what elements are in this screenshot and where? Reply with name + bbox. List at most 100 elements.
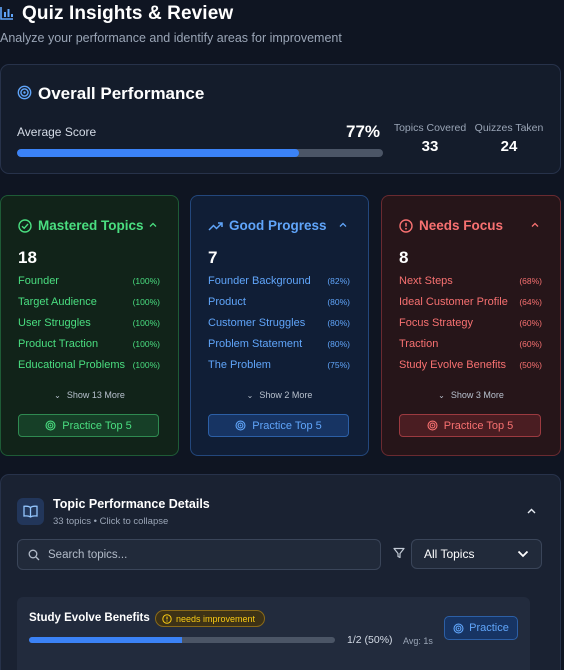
chevron-down-icon: ⌄ — [246, 391, 254, 400]
quizzes-taken-label: Quizzes Taken — [474, 122, 544, 134]
topic-progress-bar — [29, 637, 335, 643]
needs-focus-card: Needs Focus 8 Next Steps (68%) Ideal Cust… — [381, 195, 561, 456]
topic-percent: (82%) — [327, 276, 350, 286]
needs-focus-list: Next Steps (68%) Ideal Customer Profile (6… — [399, 275, 542, 380]
mastered-topics-card: Mastered Topics 18 Founder (100%) Target … — [0, 195, 179, 456]
topic-name: Product — [208, 296, 246, 308]
practice-button-label: Practice Top 5 — [443, 419, 514, 432]
practice-button-label: Practice Top 5 — [252, 419, 322, 432]
search-box[interactable] — [17, 539, 381, 570]
search-input[interactable] — [48, 548, 348, 561]
list-item: Ideal Customer Profile (64%) — [399, 296, 542, 317]
needs-focus-header[interactable]: Needs Focus — [399, 218, 503, 233]
table-row[interactable]: Study Evolve Benefits needs improvement … — [17, 597, 530, 670]
chevron-down-icon — [517, 550, 529, 558]
needs-focus-title: Needs Focus — [419, 218, 504, 233]
topic-percent: (100%) — [132, 276, 160, 286]
topic-name: Founder Background — [208, 275, 311, 287]
chevron-up-icon[interactable] — [148, 220, 158, 230]
mastered-topics-list: Founder (100%) Target Audience (100%) User… — [18, 275, 160, 380]
filter-icon — [393, 547, 405, 559]
list-item: Traction (60%) — [399, 338, 542, 359]
chevron-up-icon[interactable] — [526, 506, 537, 517]
good-progress-header[interactable]: Good Progress — [208, 218, 327, 233]
topic-name: Ideal Customer Profile — [399, 296, 508, 308]
chevron-down-icon: ⌄ — [438, 391, 445, 400]
good-progress-count: 7 — [208, 248, 218, 267]
topic-percent: (80%) — [327, 297, 350, 307]
topic-name: Target Audience — [18, 296, 97, 308]
mastered-topics-title: Mastered Topics — [38, 218, 144, 233]
list-item: Study Evolve Benefits (50%) — [399, 359, 542, 380]
average-score-label: Average Score — [17, 125, 97, 139]
list-item: Focus Strategy (60%) — [399, 317, 542, 338]
mastered-topics-count: 18 — [18, 248, 37, 267]
list-item: Product Traction (100%) — [18, 338, 160, 359]
show-more-button[interactable]: ⌄ Show 13 More — [1, 390, 178, 400]
good-progress-card: Good Progress 7 Founder Background (82%) … — [190, 195, 369, 456]
topic-row-avg: Avg: 1s — [403, 636, 433, 646]
topic-percent: (80%) — [327, 318, 350, 328]
topic-filter-select[interactable]: All Topics — [411, 539, 542, 569]
topic-row-count: 1/2 (50%) — [347, 634, 393, 646]
topic-name: The Problem — [208, 359, 271, 371]
list-item: Customer Struggles (80%) — [208, 317, 350, 338]
target-icon — [427, 420, 438, 431]
mastered-topics-header[interactable]: Mastered Topics — [18, 218, 144, 233]
practice-button-label: Practice — [469, 622, 509, 634]
bar-chart-icon — [0, 7, 13, 20]
target-icon — [45, 420, 56, 431]
list-item: Problem Statement (80%) — [208, 338, 350, 359]
practice-top-5-button[interactable]: Practice Top 5 — [399, 414, 541, 437]
practice-button[interactable]: Practice — [444, 616, 518, 640]
chevron-up-icon[interactable] — [530, 220, 540, 230]
topic-percent: (60%) — [519, 339, 542, 349]
topic-name: Focus Strategy — [399, 317, 473, 329]
practice-top-5-button[interactable]: Practice Top 5 — [18, 414, 159, 437]
list-item: Target Audience (100%) — [18, 296, 160, 317]
overall-performance-card — [0, 64, 561, 174]
details-title[interactable]: Topic Performance Details — [53, 497, 210, 511]
topic-percent: (60%) — [519, 318, 542, 328]
topic-name: User Struggles — [18, 317, 91, 329]
book-open-icon — [23, 505, 38, 518]
page-title: Quiz Insights & Review — [22, 3, 234, 24]
quizzes-taken-value: 24 — [500, 138, 518, 155]
topic-percent: (100%) — [132, 339, 160, 349]
practice-button-label: Practice Top 5 — [62, 419, 132, 432]
show-more-button[interactable]: ⌄ Show 2 More — [191, 390, 368, 400]
topic-name: Next Steps — [399, 275, 453, 287]
needs-focus-count: 8 — [399, 248, 409, 267]
average-score-bar-fill — [17, 149, 299, 157]
alert-circle-icon — [399, 218, 413, 233]
book-icon-box — [17, 498, 44, 525]
topics-covered-label: Topics Covered — [393, 122, 467, 134]
details-subtitle: 33 topics • Click to collapse — [53, 516, 169, 527]
topic-progress-bar-fill — [29, 637, 182, 643]
topic-name: Customer Struggles — [208, 317, 306, 329]
topic-name: Product Traction — [18, 338, 99, 350]
topic-percent: (75%) — [327, 360, 350, 370]
search-icon — [28, 549, 40, 560]
average-score-bar — [17, 149, 383, 157]
chevron-down-icon: ⌄ — [54, 391, 61, 400]
topic-percent: (80%) — [327, 339, 350, 349]
list-item: User Struggles (100%) — [18, 317, 160, 338]
list-item: Founder Background (82%) — [208, 275, 350, 296]
topic-name: Problem Statement — [208, 338, 303, 350]
list-item: The Problem (75%) — [208, 359, 350, 380]
alert-circle-icon — [162, 613, 172, 624]
show-more-label: Show 3 More — [450, 390, 504, 400]
topic-filter-value: All Topics — [424, 547, 475, 561]
topic-percent: (100%) — [132, 318, 160, 328]
target-icon — [17, 85, 32, 100]
show-more-button[interactable]: ⌄ Show 3 More — [382, 390, 560, 400]
topic-name: Educational Problems — [18, 359, 126, 371]
chevron-up-icon[interactable] — [338, 220, 348, 230]
good-progress-list: Founder Background (82%) Product (80%) Cus… — [208, 275, 350, 380]
practice-top-5-button[interactable]: Practice Top 5 — [208, 414, 349, 437]
topic-percent: (100%) — [132, 360, 160, 370]
topic-row-name: Study Evolve Benefits — [29, 612, 150, 624]
target-icon — [453, 622, 464, 634]
status-badge: needs improvement — [155, 610, 266, 627]
